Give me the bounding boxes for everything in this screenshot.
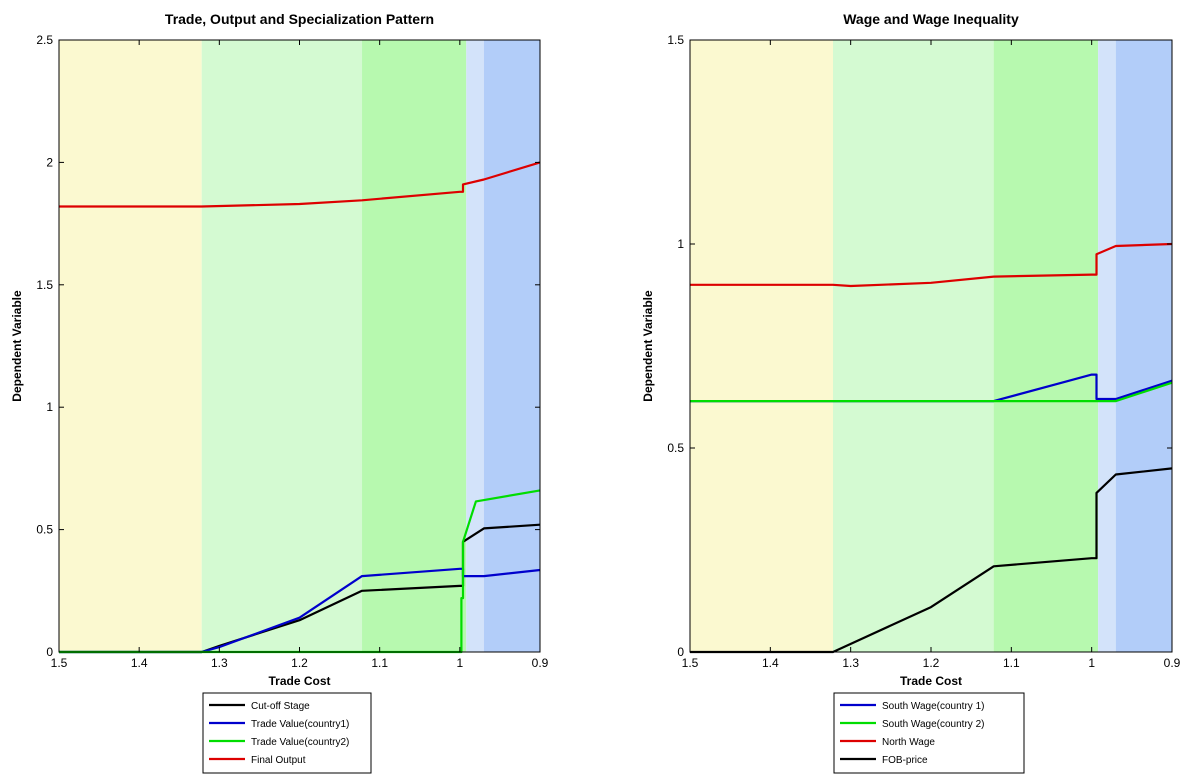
y-tick-label: 1.5 [36, 278, 53, 292]
region-band-1 [832, 40, 994, 652]
region-band-1 [201, 40, 363, 652]
y-axis-label: Dependent Variable [641, 290, 655, 402]
x-axis-label: Trade Cost [268, 674, 330, 688]
x-tick-label: 1.1 [371, 656, 388, 670]
chart-title: Trade, Output and Specialization Pattern [165, 11, 434, 27]
legend-label-1: Trade Value(country1) [251, 719, 349, 730]
series-line-2 [690, 242, 1173, 288]
x-tick-label: 1.4 [762, 656, 779, 670]
legend-label-0: Cut-off Stage [251, 701, 310, 712]
region-band-3 [466, 40, 484, 652]
x-tick-label: 1 [456, 656, 463, 670]
x-tick-label: 1.2 [923, 656, 940, 670]
y-tick-label: 1 [677, 237, 684, 251]
x-tick-label: 1.5 [51, 656, 68, 670]
legend-label-0: South Wage(country 1) [882, 701, 984, 712]
y-tick-label: 0 [46, 645, 53, 659]
series-line-3 [690, 467, 1173, 654]
x-tick-label: 1.2 [291, 656, 308, 670]
y-tick-label: 2 [46, 155, 53, 169]
legend: Cut-off Stage Trade Value(country1) Trade … [202, 692, 372, 774]
region-band-0 [690, 40, 833, 652]
chart-wage-inequality: 1.5 1.4 1.3 1.2 1.1 1 0.9 0 0.5 1 1.5 Wage and Wage… [641, 11, 1181, 774]
y-axis-label: Dependent Variable [10, 290, 24, 402]
y-tick-label: 1.5 [667, 33, 684, 47]
y-tick-label: 1 [46, 400, 53, 414]
y-tick-label: 2.5 [36, 33, 53, 47]
chart-trade-output-specialization: 1.5 1.4 1.3 1.2 1.1 1 0.9 0 0.5 1 1.5 2 2.5 Trade, Ou… [10, 11, 549, 774]
chart-title: Wage and Wage Inequality [843, 11, 1019, 27]
series-line-1 [690, 381, 1173, 403]
legend-label-2: Trade Value(country2) [251, 737, 349, 748]
x-tick-label: 1.4 [131, 656, 148, 670]
series-line-1 [59, 567, 541, 654]
region-band-0 [59, 40, 202, 652]
x-tick-label: 0.9 [1164, 656, 1181, 670]
y-tick-label: 0.5 [667, 441, 684, 455]
region-band-3 [1098, 40, 1116, 652]
legend-label-1: South Wage(country 2) [882, 719, 984, 730]
x-tick-label: 1.3 [211, 656, 228, 670]
legend-label-3: Final Output [251, 755, 306, 766]
x-axis-label: Trade Cost [900, 674, 962, 688]
series-line-3 [59, 161, 541, 208]
legend-label-2: North Wage [882, 737, 935, 748]
legend: South Wage(country 1) South Wage(country … [833, 692, 1025, 774]
region-band-2 [362, 40, 467, 652]
legend-label-3: FOB-price [882, 755, 928, 766]
region-band-2 [993, 40, 1099, 652]
x-tick-label: 1.3 [842, 656, 859, 670]
x-tick-label: 1.5 [682, 656, 699, 670]
y-tick-label: 0 [677, 645, 684, 659]
region-band-4 [1115, 40, 1172, 652]
region-band-4 [483, 40, 540, 652]
x-tick-label: 0.9 [532, 656, 549, 670]
x-tick-label: 1.1 [1003, 656, 1020, 670]
x-tick-label: 1 [1088, 656, 1095, 670]
y-tick-label: 0.5 [36, 523, 53, 537]
